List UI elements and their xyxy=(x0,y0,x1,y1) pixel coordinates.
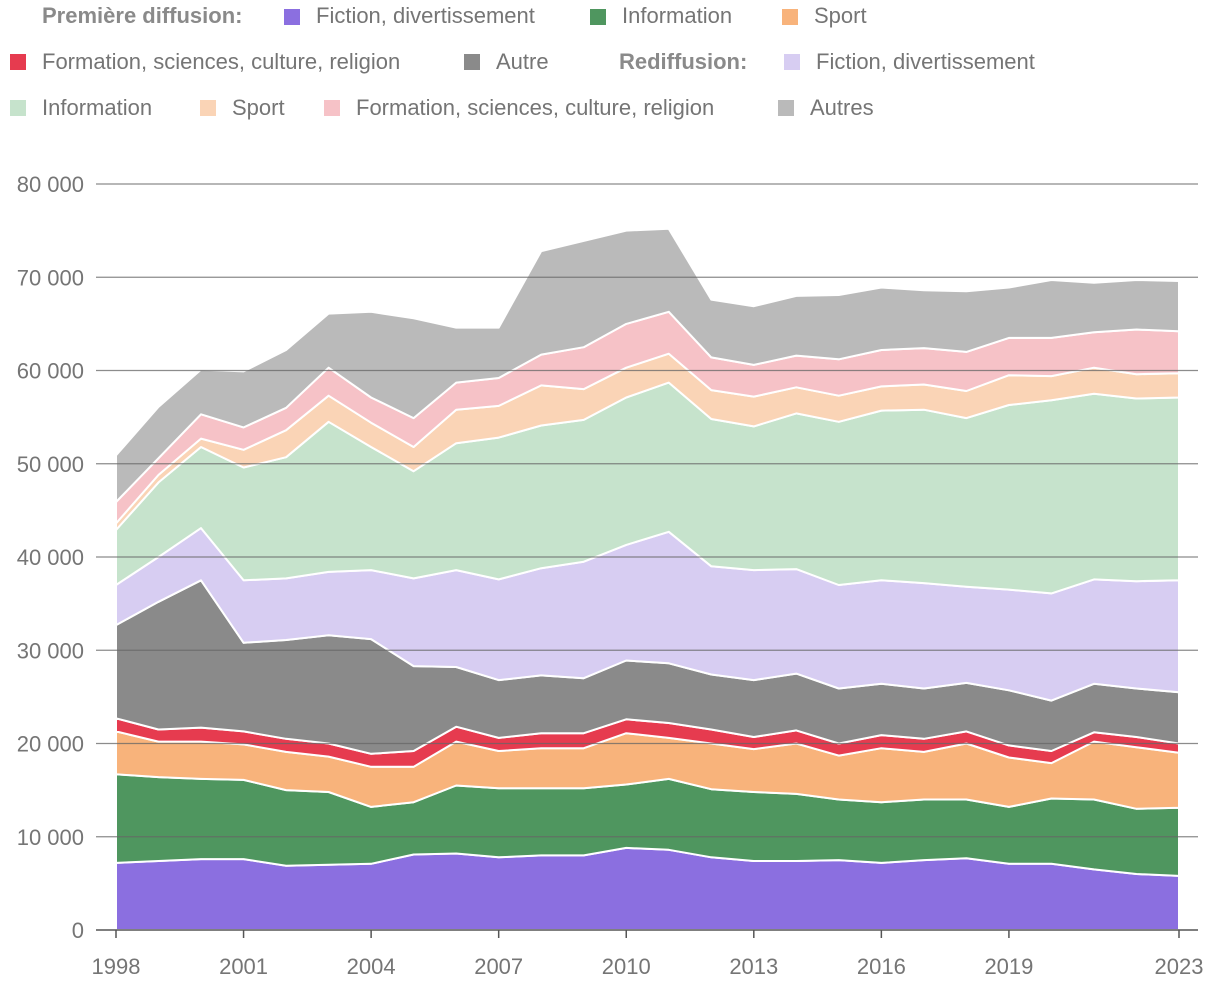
legend-label-rediffusion-fiction: Fiction, divertissement xyxy=(816,49,1035,74)
y-tick-label: 50 000 xyxy=(17,452,84,477)
area-rediffusion-autres xyxy=(115,227,1180,503)
area-layers xyxy=(115,227,1180,931)
legend-label-premiere-fiction: Fiction, divertissement xyxy=(316,3,535,28)
y-tick-label: 70 000 xyxy=(17,265,84,290)
legend-label-rediffusion-information: Information xyxy=(42,95,152,120)
y-tick-label: 60 000 xyxy=(17,359,84,384)
legend-label-premiere-autre: Autre xyxy=(496,49,549,74)
legend-swatch-rediffusion-autres xyxy=(778,100,794,116)
legend-label-premiere-information: Information xyxy=(622,3,732,28)
y-tick-label: 10 000 xyxy=(17,825,84,850)
legend-swatch-rediffusion-fiction xyxy=(784,54,800,70)
y-tick-label: 80 000 xyxy=(17,172,84,197)
legend-swatch-premiere-autre xyxy=(464,54,480,70)
y-tick-label: 40 000 xyxy=(17,545,84,570)
x-tick-label: 1998 xyxy=(92,954,141,979)
legend-swatch-premiere-fiction xyxy=(284,9,300,25)
y-axis: 0 10 000 20 000 30 000 40 000 50 000 60 000 70 … xyxy=(17,172,84,943)
y-tick-label: 30 000 xyxy=(17,638,84,663)
x-tick-label: 2001 xyxy=(219,954,268,979)
x-axis: 1998 2001 2004 2007 2010 2013 2016 2019 2023 xyxy=(92,930,1204,979)
legend-swatch-premiere-sport xyxy=(782,9,798,25)
legend-swatch-rediffusion-sport xyxy=(200,100,216,116)
x-tick-label: 2013 xyxy=(729,954,778,979)
legend-label-premiere-formation: Formation, sciences, culture, religion xyxy=(42,49,400,74)
x-tick-label: 2004 xyxy=(347,954,396,979)
legend-swatch-rediffusion-formation xyxy=(324,100,340,116)
legend-swatch-rediffusion-information xyxy=(10,100,26,116)
legend-label-premiere-sport: Sport xyxy=(814,3,867,28)
y-tick-label: 0 xyxy=(72,918,84,943)
x-tick-label: 2010 xyxy=(602,954,651,979)
legend-label-rediffusion-formation: Formation, sciences, culture, religion xyxy=(356,95,714,120)
legend: Première diffusion: Fiction, divertissem… xyxy=(10,3,1035,120)
y-tick-label: 20 000 xyxy=(17,732,84,757)
legend-group-rediffusion: Rediffusion: xyxy=(619,49,747,74)
gridlines xyxy=(96,183,1198,931)
x-tick-label: 2007 xyxy=(474,954,523,979)
legend-swatch-premiere-formation xyxy=(10,54,26,70)
x-tick-label: 2019 xyxy=(984,954,1033,979)
x-tick-label: 2023 xyxy=(1155,954,1204,979)
x-tick-label: 2016 xyxy=(857,954,906,979)
legend-swatch-premiere-information xyxy=(590,9,606,25)
legend-label-rediffusion-sport: Sport xyxy=(232,95,285,120)
legend-label-rediffusion-autres: Autres xyxy=(810,95,874,120)
legend-group-premiere: Première diffusion: xyxy=(42,3,242,28)
